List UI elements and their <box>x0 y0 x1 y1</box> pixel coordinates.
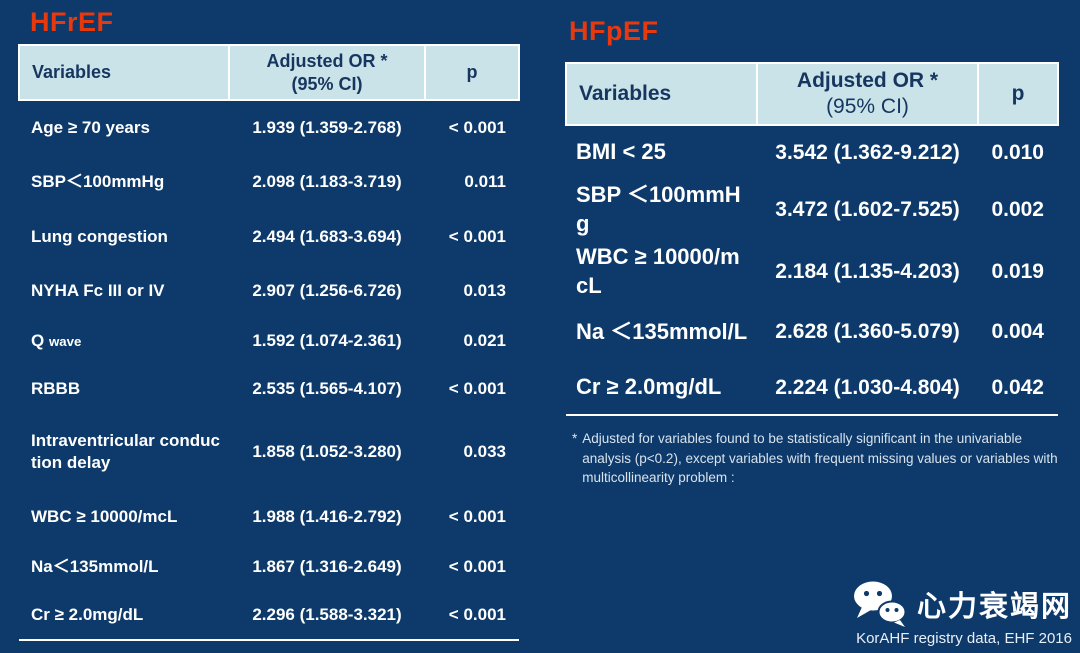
variable-small-text: wave <box>48 333 82 349</box>
p-value-cell: < 0.001 <box>448 506 506 526</box>
adjusted-or-cell: 3.542 (1.362-9.212) <box>775 140 960 164</box>
table-row: Lung congestion 2.494 (1.683-3.694) < 0.00… <box>19 210 519 265</box>
table-row: Na＜135mmol/L 1.867 (1.316-2.649) < 0.001 <box>19 543 519 592</box>
adjusted-or-cell: 2.628 (1.360-5.079) <box>775 320 960 344</box>
adjusted-or-cell: 2.494 (1.683-3.694) <box>252 227 402 247</box>
brand: 心力衰竭网 <box>853 581 1072 627</box>
variable-cell: SBP ＜100mmHg <box>576 182 741 236</box>
p-value-cell: 0.013 <box>463 280 506 300</box>
attribution: KorAHF registry data, EHF 2016 <box>856 630 1072 647</box>
adjusted-or-cell: 3.472 (1.602-7.525) <box>775 198 960 222</box>
table-row: RBBB 2.535 (1.565-4.107) < 0.001 <box>19 365 519 413</box>
variable-cell: Intraventricular conduction delay <box>31 430 220 472</box>
table-row: Intraventricular conduction delay 1.858 (… <box>19 413 519 491</box>
table-row: SBP ＜100mmHg 3.472 (1.602-7.525) 0.002 <box>566 179 1058 241</box>
p-value-cell: 0.042 <box>991 375 1044 399</box>
variable-cell: Na＜135mmol/L <box>31 557 159 577</box>
table-row: SBP＜100mmHg 2.098 (1.183-3.719) 0.011 <box>19 155 519 210</box>
hfpef-panel: HFpEF Variables Adjusted OR * (95% CI) p… <box>565 0 1059 416</box>
footer: 心力衰竭网 KorAHF registry data, EHF 2016 <box>853 581 1072 649</box>
table-row: Na ＜135mmol/L 2.628 (1.360-5.079) 0.004 <box>566 303 1058 361</box>
adjusted-or-cell: 1.988 (1.416-2.792) <box>252 506 402 526</box>
p-value-cell: 0.010 <box>991 140 1044 164</box>
footnote-text: Adjusted for variables found to be stati… <box>582 431 1058 486</box>
hfref-col-adjusted-or-line2: (95% CI) <box>291 73 363 94</box>
hfref-table: Variables Adjusted OR * (95% CI) p Age ≥… <box>18 44 520 641</box>
adjusted-or-cell: 2.535 (1.565-4.107) <box>252 378 402 398</box>
p-value-cell: 0.033 <box>463 441 506 461</box>
table-row: BMI < 25 3.542 (1.362-9.212) 0.010 <box>566 125 1058 179</box>
hfref-panel: HFrEF Variables Adjusted OR * (95% CI) p… <box>18 0 520 641</box>
adjusted-or-cell: 2.098 (1.183-3.719) <box>252 172 402 192</box>
p-value-cell: 0.011 <box>464 172 506 192</box>
p-value-cell: 0.021 <box>463 330 506 350</box>
table-row: WBC ≥ 10000/mcL 1.988 (1.416-2.792) < 0.00… <box>19 491 519 543</box>
variable-cell: Na ＜135mmol/L <box>576 318 748 344</box>
hfref-col-adjusted-or-line1: Adjusted OR * <box>266 51 388 71</box>
adjusted-or-cell: 1.592 (1.074-2.361) <box>252 330 402 350</box>
p-value-cell: 0.002 <box>991 198 1044 222</box>
adjusted-or-cell: 2.907 (1.256-6.726) <box>252 280 402 300</box>
p-value-cell: < 0.001 <box>448 557 506 577</box>
p-value-cell: < 0.001 <box>448 605 506 625</box>
footnote-marker: * <box>572 431 578 446</box>
variable-cell: WBC ≥ 10000/mcL <box>31 506 178 526</box>
adjusted-or-cell: 2.224 (1.030-4.804) <box>775 375 960 399</box>
adjusted-or-cell: 1.939 (1.359-2.768) <box>252 117 402 137</box>
wechat-icon <box>853 581 907 627</box>
hfref-col-variables: Variables <box>18 44 230 101</box>
variable-cell: BMI < 25 <box>576 139 666 165</box>
hfpef-table-body: BMI < 25 3.542 (1.362-9.212) 0.010 SBP ＜100… <box>566 125 1058 415</box>
hfref-col-p: p <box>424 44 520 101</box>
table-row: Age ≥ 70 years 1.939 (1.359-2.768) < 0.001 <box>19 100 519 155</box>
p-value-cell: < 0.001 <box>448 117 506 137</box>
hfpef-header-row: Variables Adjusted OR * (95% CI) p <box>565 62 1059 126</box>
p-value-cell: 0.019 <box>991 260 1044 284</box>
adjusted-or-cell: 1.867 (1.316-2.649) <box>252 557 402 577</box>
brand-name: 心力衰竭网 <box>916 591 1072 623</box>
hfpef-title: HFpEF <box>569 16 659 46</box>
variable-cell: Q wave <box>31 330 82 350</box>
table-row: Cr ≥ 2.0mg/dL 2.224 (1.030-4.804) 0.042 <box>566 361 1058 415</box>
hfpef-col-adjusted-or: Adjusted OR * (95% CI) <box>756 62 979 126</box>
variable-cell: Cr ≥ 2.0mg/dL <box>31 605 144 625</box>
hfref-title: HFrEF <box>30 7 114 37</box>
hfref-col-adjusted-or: Adjusted OR * (95% CI) <box>228 44 426 101</box>
adjusted-or-cell: 2.296 (1.588-3.321) <box>252 605 402 625</box>
variable-cell: NYHA Fc III or IV <box>31 280 165 300</box>
table-row: Q wave 1.592 (1.074-2.361) 0.021 <box>19 317 519 365</box>
hfpef-col-p: p <box>977 62 1059 126</box>
hfpef-col-variables: Variables <box>565 62 758 126</box>
adjusted-or-cell: 1.858 (1.052-3.280) <box>252 441 402 461</box>
hfpef-col-adjusted-or-line2: (95% CI) <box>826 95 909 118</box>
adjusted-or-cell: 2.184 (1.135-4.203) <box>775 260 960 284</box>
variable-cell: Age ≥ 70 years <box>31 117 150 137</box>
variable-cell: RBBB <box>31 378 81 398</box>
p-value-cell: 0.004 <box>991 320 1044 344</box>
p-value-cell: < 0.001 <box>448 378 506 398</box>
footnote: * Adjusted for variables found to be sta… <box>572 429 1074 488</box>
hfref-table-body: Age ≥ 70 years 1.939 (1.359-2.768) < 0.001… <box>19 100 519 640</box>
hfref-header-row: Variables Adjusted OR * (95% CI) p <box>18 44 520 101</box>
table-row: Cr ≥ 2.0mg/dL 2.296 (1.588-3.321) < 0.001 <box>19 592 519 640</box>
hfpef-col-adjusted-or-line1: Adjusted OR * <box>796 68 939 92</box>
variable-cell: WBC ≥ 10000/mcL <box>576 244 740 298</box>
table-row: NYHA Fc III or IV 2.907 (1.256-6.726) 0.01… <box>19 265 519 317</box>
variable-cell: Lung congestion <box>31 227 168 247</box>
table-row: WBC ≥ 10000/mcL 2.184 (1.135-4.203) 0.019 <box>566 241 1058 303</box>
hfpef-table: Variables Adjusted OR * (95% CI) p BMI <… <box>565 62 1059 416</box>
variable-cell: SBP＜100mmHg <box>31 172 165 192</box>
variable-cell: Cr ≥ 2.0mg/dL <box>576 374 722 400</box>
p-value-cell: < 0.001 <box>448 227 506 247</box>
